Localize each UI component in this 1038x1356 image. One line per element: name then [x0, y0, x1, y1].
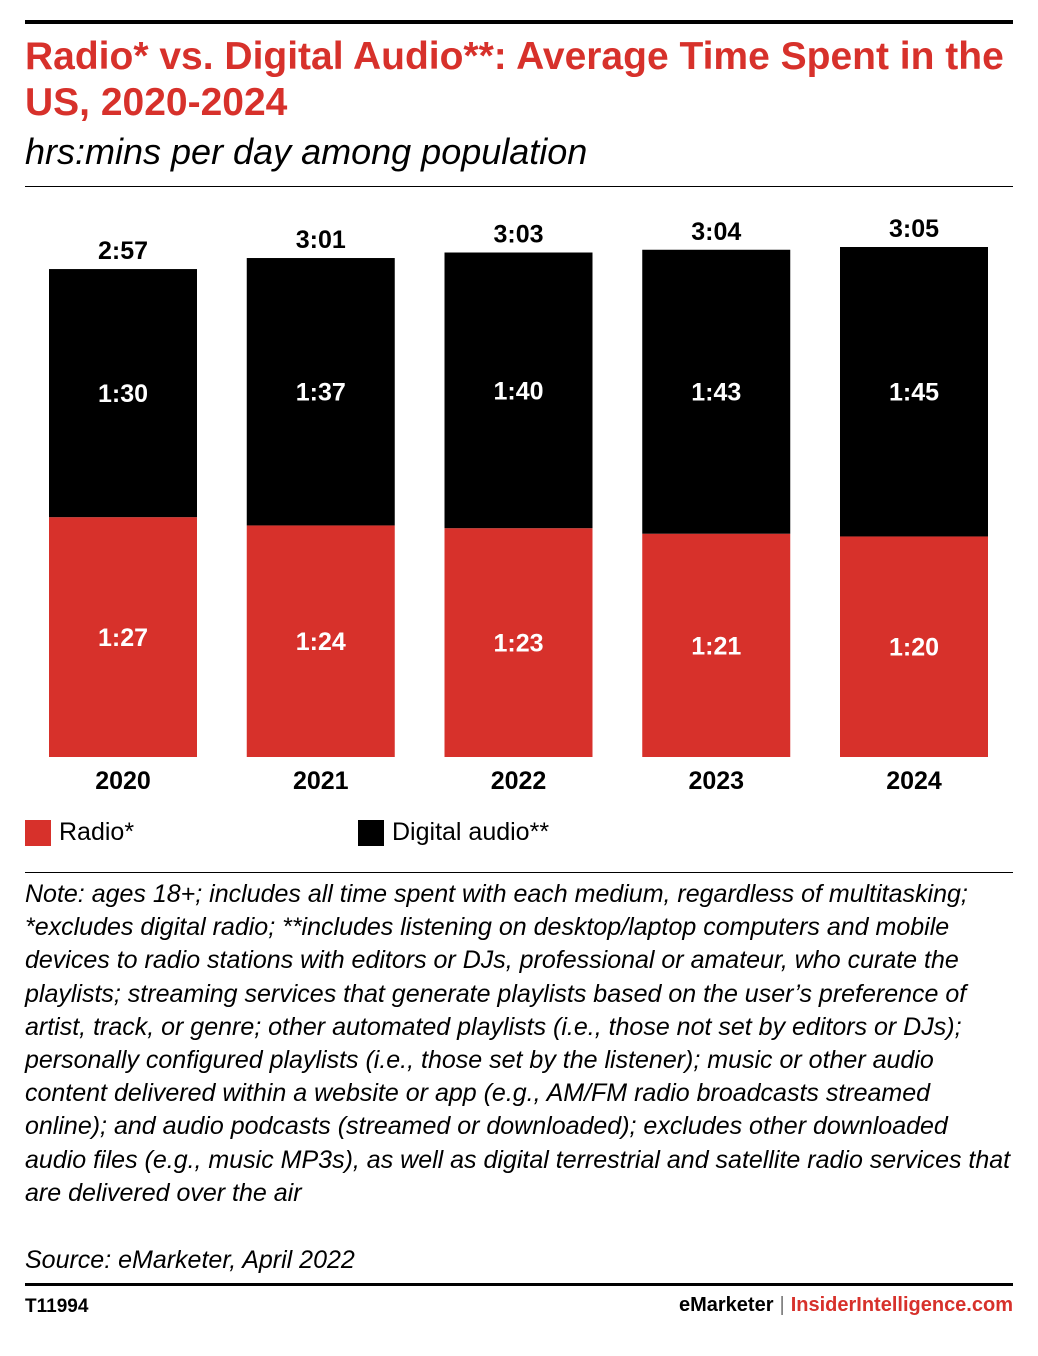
bar-digital-audio-2023	[642, 249, 791, 534]
legend-swatch-radio	[25, 819, 51, 846]
data-label-digital-audio-2022: 1:40	[493, 377, 543, 405]
footnote: Note: ages 18+; includes all time spent …	[25, 880, 1011, 1207]
data-label-radio-2022: 1:23	[493, 630, 543, 658]
total-label-2024: 3:05	[889, 215, 939, 243]
data-label-radio-2020: 1:27	[98, 624, 148, 652]
data-label-digital-audio-2021: 1:37	[296, 379, 346, 407]
bar-radio-2022	[444, 528, 593, 757]
total-label-2020: 2:57	[98, 237, 148, 265]
data-label-radio-2023: 1:21	[691, 632, 741, 660]
bar-digital-audio-2024	[840, 247, 988, 537]
stacked-bar-chart: 1:27 1:30 2:57 2020 1:24 1:37 3:01 2021 1:23 1:40…	[49, 215, 988, 795]
data-label-radio-2021: 1:24	[296, 628, 346, 656]
x-tick-label-2022: 2022	[491, 767, 547, 795]
x-tick-label-2023: 2023	[688, 767, 744, 795]
legend-item-radio: Radio*	[25, 818, 134, 847]
legend-label-radio: Radio*	[59, 818, 135, 846]
total-label-2021: 3:01	[296, 226, 346, 254]
total-label-2023: 3:04	[691, 218, 741, 246]
bottom-rule	[25, 1283, 1013, 1286]
bar-radio-2024	[840, 536, 988, 757]
x-tick-label-2020: 2020	[95, 767, 151, 795]
data-label-digital-audio-2024: 1:45	[889, 379, 939, 407]
brand-emarketer: eMarketer	[678, 1294, 774, 1316]
total-label-2022: 3:03	[493, 221, 543, 249]
chart-title: Radio* vs. Digital Audio**: Average Time…	[25, 35, 1004, 124]
chart-subtitle: hrs:mins per day among population	[25, 131, 588, 172]
source-line: Source: eMarketer, April 2022	[25, 1246, 355, 1274]
legend-label-digital-audio: Digital audio**	[392, 818, 550, 846]
bar-radio-2021	[246, 525, 395, 757]
legend-item-digital-audio: Digital audio**	[358, 818, 549, 847]
bar-digital-audio-2021	[246, 258, 395, 526]
x-tick-label-2021: 2021	[293, 767, 349, 795]
bar-radio-2020	[49, 517, 197, 757]
brand-separator: |	[779, 1294, 785, 1316]
legend: Radio* Digital audio**	[25, 818, 1013, 850]
data-label-digital-audio-2020: 1:30	[98, 380, 148, 408]
legend-swatch-digital-audio	[358, 819, 384, 846]
legend-divider	[25, 872, 1013, 873]
brand-credit: eMarketer | InsiderIntelligence.com	[679, 1294, 1013, 1317]
bar-digital-audio-2020	[49, 269, 197, 518]
brand-insider-intelligence: InsiderIntelligence.com	[790, 1294, 1013, 1316]
subtitle-divider	[25, 186, 1013, 187]
top-rule	[25, 20, 1013, 24]
data-label-radio-2024: 1:20	[889, 634, 939, 662]
bar-digital-audio-2022	[444, 252, 593, 529]
data-label-digital-audio-2023: 1:43	[691, 379, 741, 407]
chart-id: T11994	[25, 1296, 89, 1317]
bar-radio-2023	[642, 533, 791, 757]
x-tick-label-2024: 2024	[886, 767, 942, 795]
